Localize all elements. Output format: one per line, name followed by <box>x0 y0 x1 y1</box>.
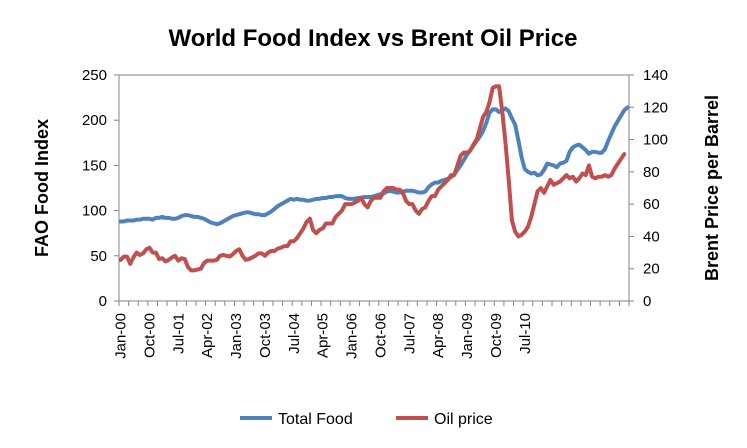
y2-tick-label: 20 <box>643 261 660 278</box>
x-tick-label: Apr-05 <box>315 313 332 358</box>
chart-title: World Food Index vs Brent Oil Price <box>169 25 578 52</box>
series-layer <box>118 84 630 273</box>
x-tick-label: Jan-03 <box>228 313 245 359</box>
plot-area <box>118 74 630 302</box>
y-tick-label: 200 <box>82 112 107 129</box>
x-axis: Jan-00 Oct-00 Jul-01 Apr-02 Jan-03 Oct-03 Jul-… <box>113 301 630 359</box>
x-tick-label: Oct-03 <box>257 313 274 358</box>
y-axis-title: FAO Food Index <box>32 119 52 257</box>
y2-tick-label: 0 <box>643 293 651 310</box>
legend: Total Food Oil price <box>240 411 493 428</box>
y2-tick-label: 40 <box>643 228 660 245</box>
left-axis: 0 50 100 150 200 250 <box>82 67 119 310</box>
y-tick-label: 0 <box>99 293 107 310</box>
y-tick-label: 100 <box>82 203 107 220</box>
y-tick-label: 250 <box>82 67 107 84</box>
y2-tick-label: 80 <box>643 164 660 181</box>
y2-tick-label: 60 <box>643 196 660 213</box>
y-tick-label: 50 <box>90 248 107 265</box>
series-line-oil-price <box>118 84 627 273</box>
y-tick-label: 150 <box>82 157 107 174</box>
x-tick-label: Apr-08 <box>430 313 447 358</box>
x-tick-label: Oct-09 <box>488 313 505 358</box>
right-axis: 0 20 40 60 80 100 120 140 <box>629 67 668 310</box>
x-tick-label: Jul-01 <box>170 313 187 354</box>
legend-label-total-food: Total Food <box>278 411 353 428</box>
x-tick-label: Jan-00 <box>113 313 130 359</box>
x-tick-label: Jan-09 <box>459 313 476 359</box>
x-tick-label: Jul-07 <box>401 313 418 354</box>
x-tick-label: Jul-10 <box>517 313 534 354</box>
x-tick-label: Oct-06 <box>372 313 389 358</box>
plot-border <box>118 74 630 302</box>
legend-label-oil-price: Oil price <box>434 411 493 428</box>
x-tick-label: Oct-00 <box>141 313 158 358</box>
x-tick-label: Jul-04 <box>286 313 303 354</box>
series-line-total-food <box>118 105 630 227</box>
x-tick-label: Jan-06 <box>344 313 361 359</box>
y2-axis-title: Brent Price per Barrel <box>702 95 722 281</box>
y2-tick-label: 140 <box>643 67 668 84</box>
y2-tick-label: 100 <box>643 132 668 149</box>
x-tick-label: Apr-02 <box>199 313 216 358</box>
y2-tick-label: 120 <box>643 99 668 116</box>
